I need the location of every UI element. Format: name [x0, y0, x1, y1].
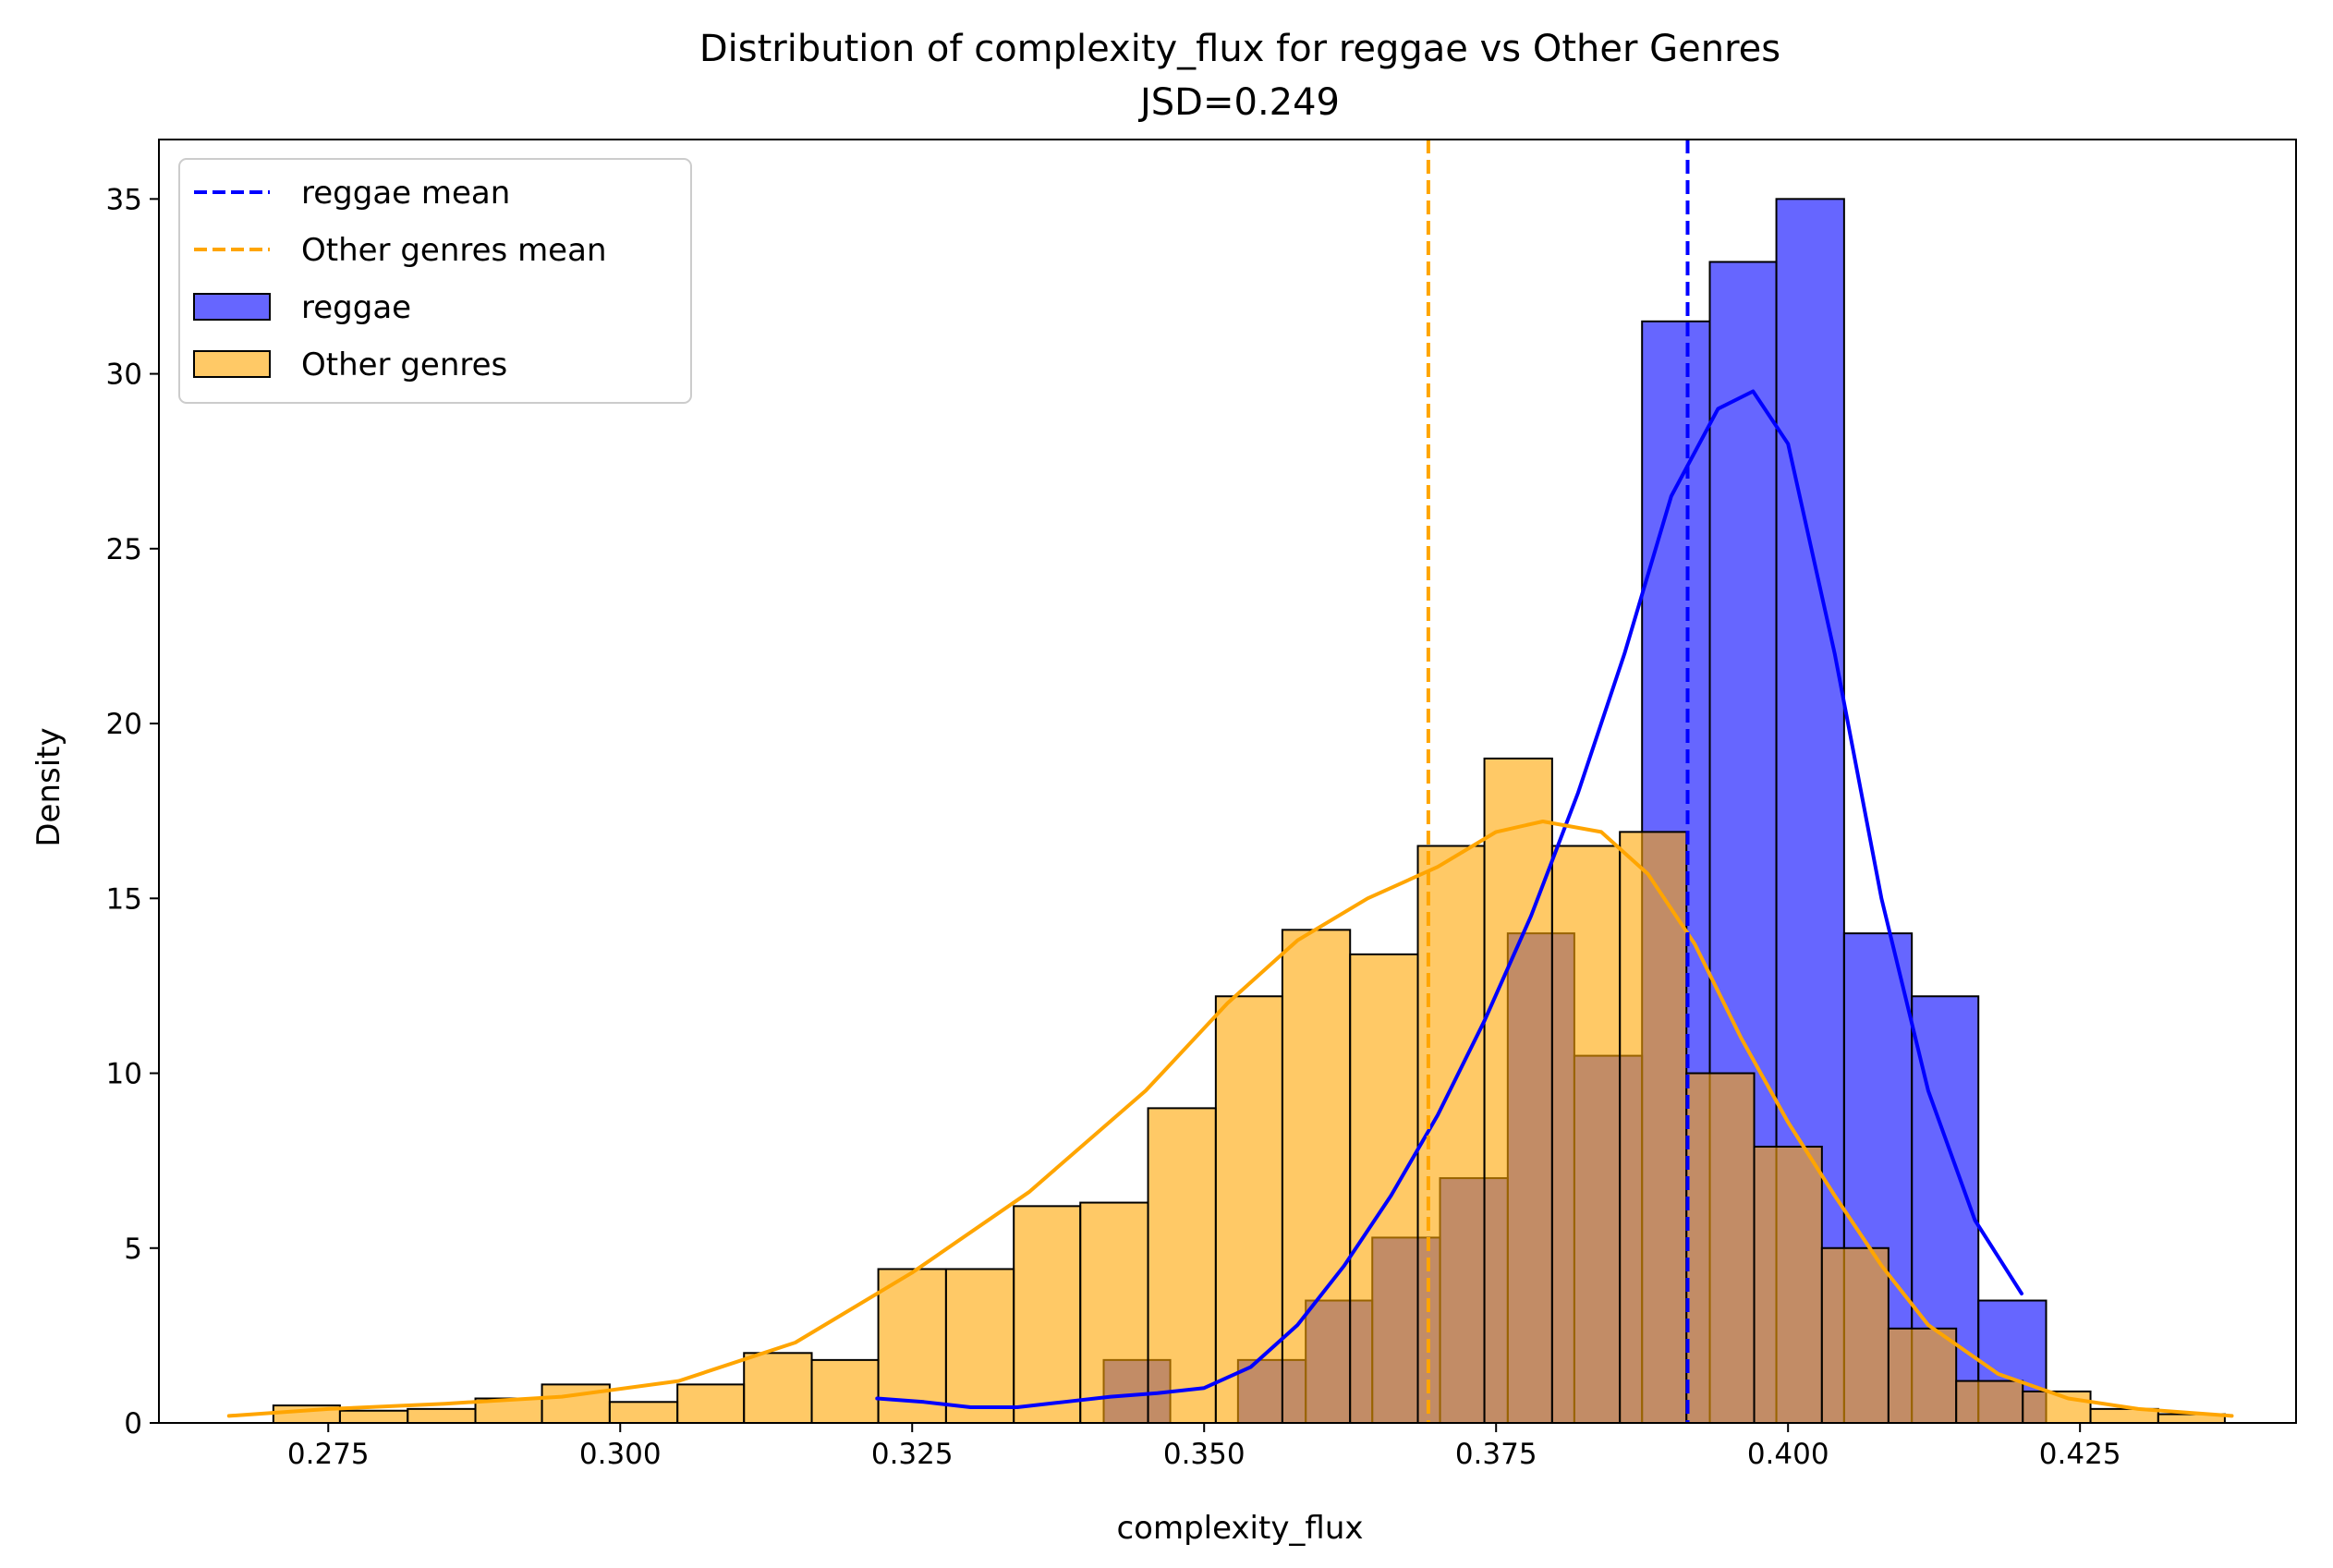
histogram-bar	[743, 1352, 813, 1424]
legend-swatch-other	[193, 350, 271, 378]
histogram-bar	[1281, 929, 1352, 1424]
histogram-bar	[1013, 1205, 1082, 1425]
legend-label-reggae-mean: reggae mean	[301, 175, 510, 212]
x-tick-label: 0.325	[871, 1438, 954, 1471]
x-tick-label: 0.425	[2039, 1438, 2121, 1471]
histogram-bar	[608, 1401, 679, 1424]
legend-swatch-reggae	[193, 293, 271, 321]
chart-title: Distribution of complexity_flux for regg…	[699, 28, 1780, 70]
y-tick-label: 25	[106, 533, 142, 566]
x-tick-label: 0.350	[1163, 1438, 1245, 1471]
histogram-bar	[944, 1268, 1015, 1425]
axis-ticks: 0.275 0.300 0.325 0.350 0.375 0.400 0.425 0 5 10 1…	[106, 183, 2121, 1471]
kde-curve-other-genres	[226, 820, 2234, 1418]
histogram-bar	[1955, 1380, 2024, 1425]
y-tick-label: 5	[124, 1233, 142, 1266]
y-tick-label: 10	[106, 1058, 142, 1091]
histogram-bar	[1619, 831, 1688, 1424]
x-tick-label: 0.400	[1747, 1438, 1829, 1471]
histogram-bar	[338, 1409, 409, 1425]
histogram-bar	[1349, 953, 1419, 1425]
legend-label-reggae: reggae	[301, 289, 411, 326]
histogram-bar	[1887, 1327, 1958, 1425]
histogram-bar	[1483, 757, 1553, 1424]
axes-frame	[158, 139, 2297, 1424]
y-tick-label: 30	[106, 359, 142, 392]
y-tick-label: 0	[124, 1407, 142, 1440]
legend-box	[178, 158, 692, 404]
histogram-bar	[1820, 1246, 1889, 1424]
x-tick-label: 0.300	[579, 1438, 662, 1471]
legend: reggae mean Other genres mean reggae Oth…	[178, 158, 692, 404]
chart-subtitle: JSD=0.249	[1137, 81, 1340, 124]
histogram-bar	[1753, 1146, 1823, 1425]
kde-curve-reggae	[875, 389, 2023, 1409]
legend-label-other-mean: Other genres mean	[301, 232, 607, 269]
histogram-bar	[1685, 1072, 1756, 1424]
histogram-bar	[1550, 845, 1622, 1424]
histogram-bar	[1214, 995, 1283, 1425]
y-tick-label: 15	[106, 882, 142, 916]
histogram-bar	[407, 1407, 477, 1425]
histogram-bar	[877, 1268, 947, 1425]
y-tick-label: 20	[106, 708, 142, 741]
legend-label-other: Other genres	[301, 346, 507, 383]
x-axis-title: complexity_flux	[1116, 1510, 1363, 1547]
bars-other-genres	[272, 757, 2226, 1425]
histogram-bar	[810, 1358, 880, 1424]
histogram-bar	[1079, 1201, 1149, 1424]
y-axis-title: Density	[30, 727, 67, 846]
x-tick-label: 0.375	[1455, 1438, 1537, 1471]
histogram-bar	[1147, 1107, 1217, 1424]
x-tick-label: 0.275	[287, 1438, 370, 1471]
y-tick-label: 35	[106, 183, 142, 216]
histogram-bar	[676, 1383, 746, 1424]
plot-area	[226, 140, 2234, 1425]
